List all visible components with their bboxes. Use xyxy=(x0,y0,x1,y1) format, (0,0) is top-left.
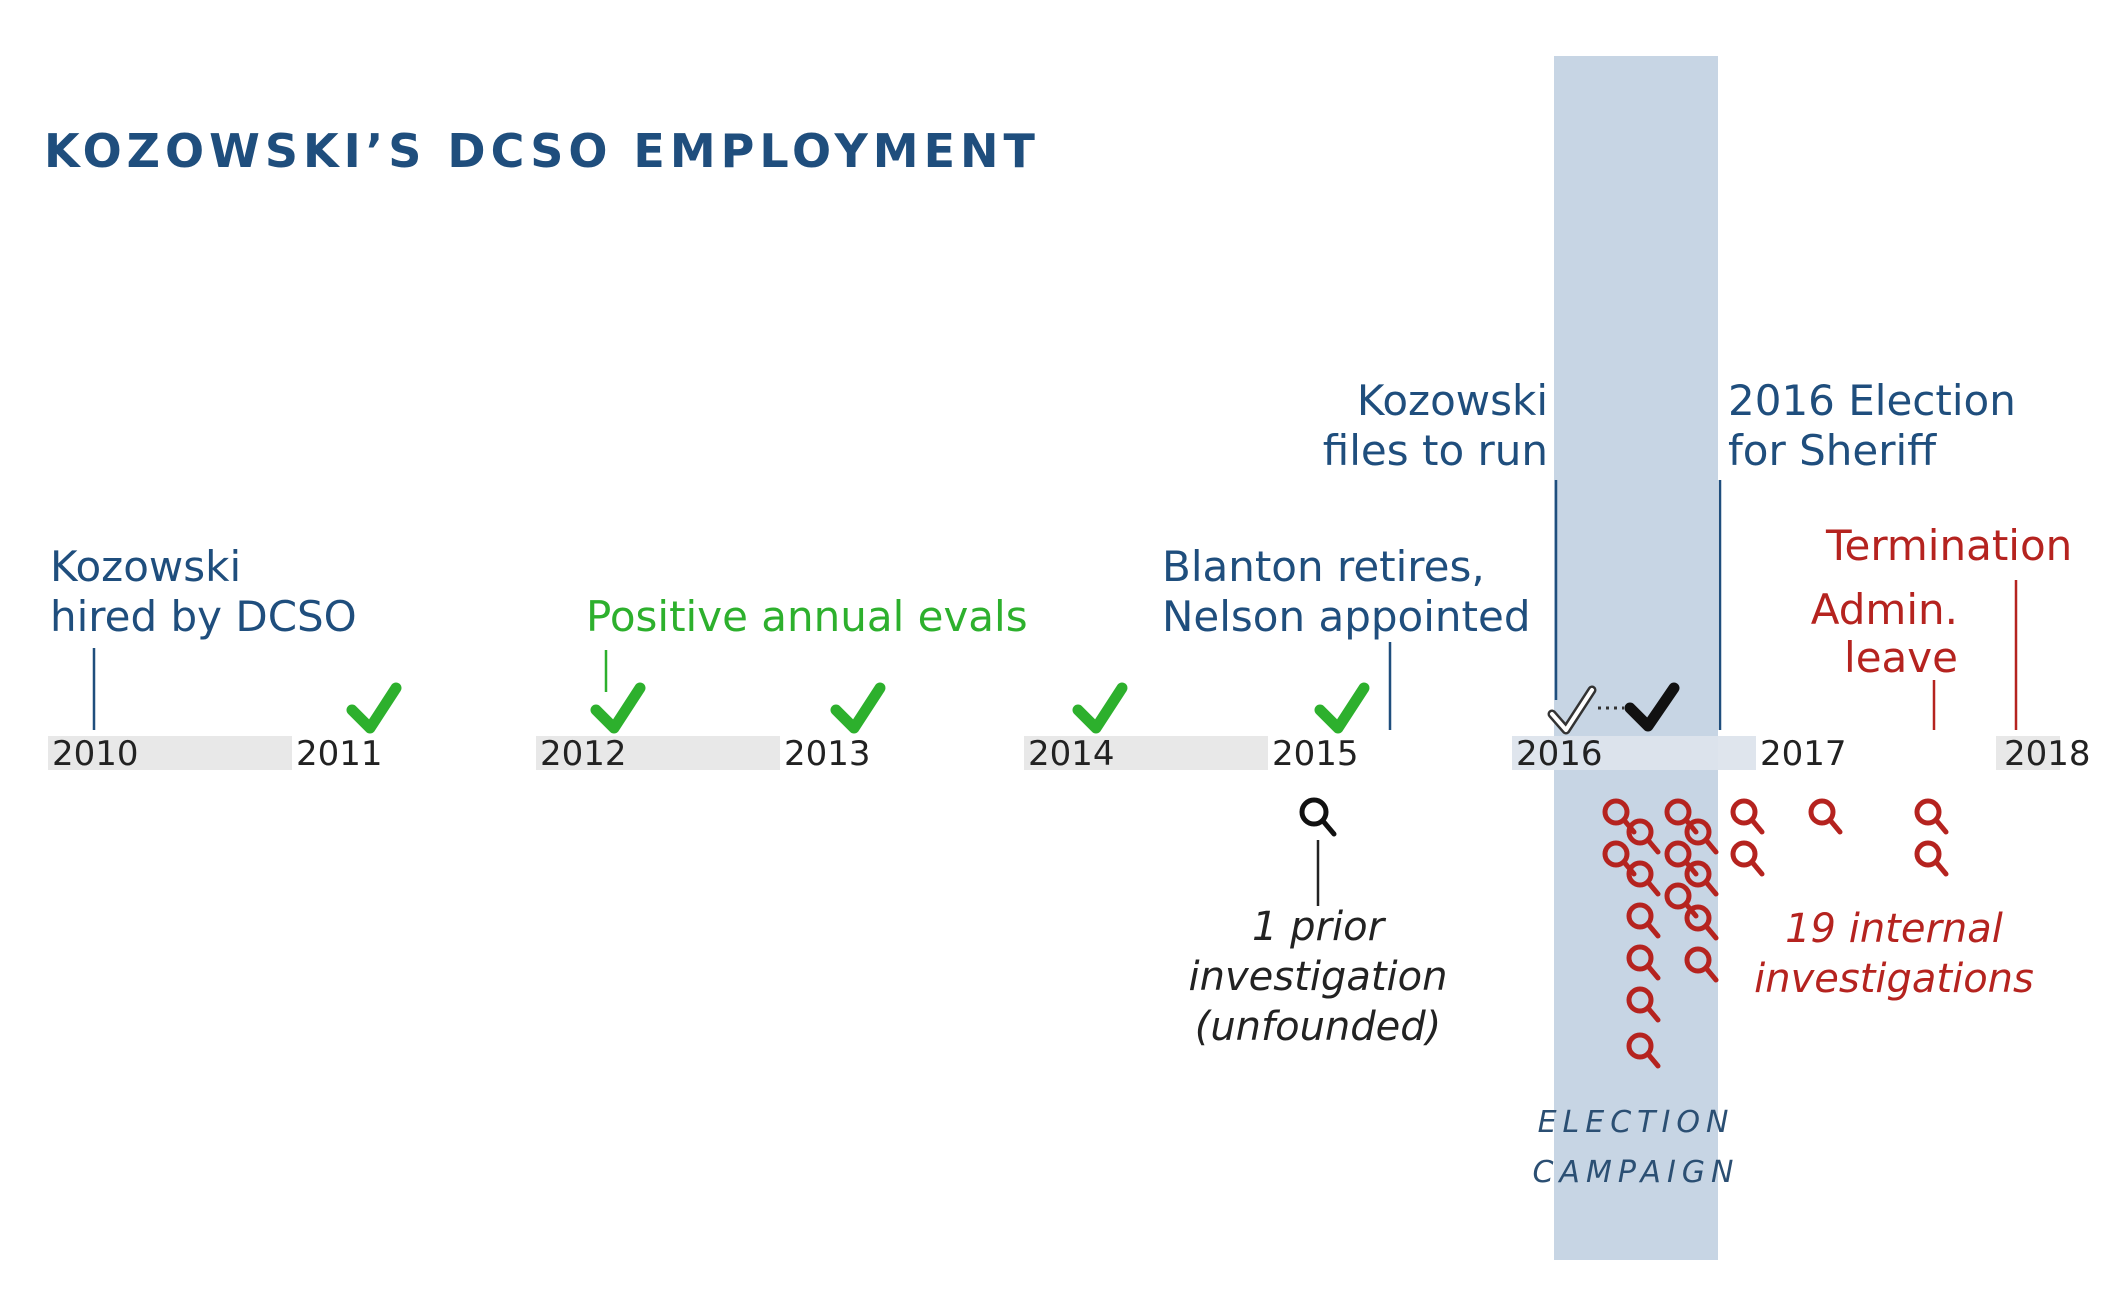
year-bar-2010 xyxy=(48,736,292,770)
event-blanton: Blanton retires, Nelson appointed xyxy=(1162,542,1530,642)
year-label-2018: 2018 xyxy=(2004,734,2091,774)
event-files: Kozowski files to run xyxy=(1322,376,1548,476)
internal-line2: investigations xyxy=(1754,956,2034,1002)
checkmark-icon xyxy=(590,682,646,734)
magnifier-icon xyxy=(1684,904,1719,941)
year-label-2017: 2017 xyxy=(1760,734,1847,774)
magnifier-icon xyxy=(1730,840,1765,877)
magnifier-icon xyxy=(1808,798,1843,835)
year-label-2011: 2011 xyxy=(296,734,383,774)
event-election-line1: 2016 Election xyxy=(1728,376,2016,425)
magnifier-icon xyxy=(1664,798,1699,835)
event-evals: Positive annual evals xyxy=(586,592,1028,641)
magnifier-icon xyxy=(1730,798,1765,835)
election-campaign-label: ELECTION CAMPAIGN xyxy=(1506,1098,1766,1198)
magnifier-icon xyxy=(1684,818,1719,855)
year-label-2014: 2014 xyxy=(1028,734,1115,774)
checkmark-icon xyxy=(1624,682,1680,732)
internal-investigations-note: 19 internal investigations xyxy=(1744,904,2044,1004)
checkmark-icon xyxy=(830,682,886,734)
magnifier-icon xyxy=(1914,840,1949,877)
magnifier-icon xyxy=(1626,986,1661,1023)
magnifier-icon xyxy=(1664,840,1699,877)
magnifier-icon xyxy=(1299,797,1337,837)
magnifier-icon xyxy=(1914,798,1949,835)
magnifier-icon xyxy=(1626,944,1661,981)
event-termination: Termination xyxy=(1826,521,2073,570)
magnifier-icon xyxy=(1626,1032,1661,1069)
event-files-line2: files to run xyxy=(1322,426,1548,475)
event-election-line2: for Sheriff xyxy=(1728,426,1937,475)
year-label-2015: 2015 xyxy=(1272,734,1359,774)
magnifier-icon xyxy=(1684,946,1719,983)
election-campaign-band xyxy=(1554,56,1718,1260)
prior-line1: 1 prior xyxy=(1251,904,1385,950)
campaign-line1: ELECTION xyxy=(1537,1105,1735,1140)
event-admin-leave-line1: Admin. xyxy=(1810,585,1958,634)
year-label-2013: 2013 xyxy=(784,734,871,774)
internal-line1: 19 internal xyxy=(1785,906,2003,952)
campaign-line2: CAMPAIGN xyxy=(1532,1155,1740,1190)
year-label-2016: 2016 xyxy=(1516,734,1603,774)
checkmark-icon xyxy=(346,682,402,734)
checkmark-icon xyxy=(1072,682,1128,734)
page-title: KOZOWSKI’S DCSO EMPLOYMENT xyxy=(44,124,1040,178)
event-hired-line1: Kozowski xyxy=(50,542,242,591)
year-bar-2018 xyxy=(1996,736,2060,770)
event-blanton-line1: Blanton retires, xyxy=(1162,542,1485,591)
event-blanton-line2: Nelson appointed xyxy=(1162,592,1531,641)
event-admin-leave-line2: leave xyxy=(1844,633,1958,682)
event-admin-leave: Admin. leave xyxy=(1806,586,1958,682)
event-files-line1: Kozowski xyxy=(1356,376,1548,425)
prior-line3: (unfounded) xyxy=(1194,1004,1442,1050)
year-bar-2014 xyxy=(1024,736,1268,770)
magnifier-icon xyxy=(1626,818,1661,855)
checkmark-icon xyxy=(1314,682,1370,734)
prior-line2: investigation xyxy=(1188,954,1448,1000)
year-label-2010: 2010 xyxy=(52,734,139,774)
magnifier-icon xyxy=(1626,860,1661,897)
prior-investigation-note: 1 prior investigation (unfounded) xyxy=(1168,902,1468,1052)
year-label-2012: 2012 xyxy=(540,734,627,774)
event-hired: Kozowski hired by DCSO xyxy=(50,542,357,642)
event-hired-line2: hired by DCSO xyxy=(50,592,357,641)
magnifier-icon xyxy=(1626,902,1661,939)
year-bar-2016 xyxy=(1512,736,1756,770)
event-election: 2016 Election for Sheriff xyxy=(1728,376,2016,476)
magnifier-icon xyxy=(1684,860,1719,897)
year-bar-2012 xyxy=(536,736,780,770)
